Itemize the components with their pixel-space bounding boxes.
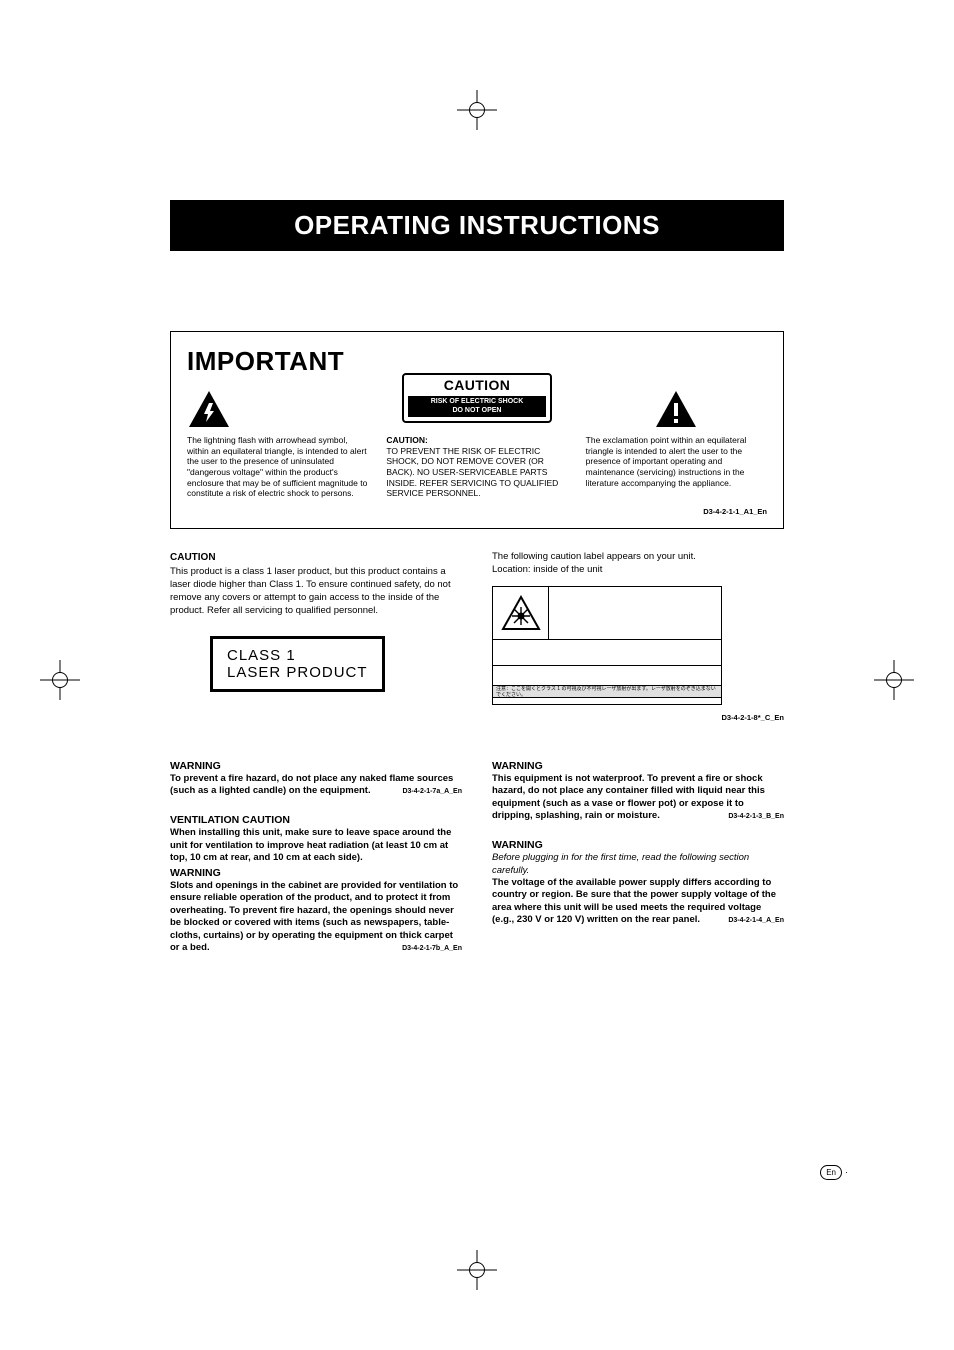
important-col-exclaim: The exclamation point within an equilate…: [586, 383, 767, 499]
important-col2-text: TO PREVENT THE RISK OF ELECTRIC SHOCK, D…: [386, 446, 567, 499]
laser-caution-head: CAUTION: [170, 551, 462, 565]
warnings-left-col: WARNING To prevent a fire hazard, do not…: [170, 760, 462, 971]
caution-lead: CAUTION:: [386, 435, 428, 445]
important-col-caution: CAUTION RISK OF ELECTRIC SHOCK DO NOT OP…: [386, 383, 567, 499]
caution-box-bar: RISK OF ELECTRIC SHOCK DO NOT OPEN: [408, 396, 546, 417]
important-col3-text: The exclamation point within an equilate…: [586, 435, 767, 488]
warnings-section: WARNING To prevent a fire hazard, do not…: [170, 760, 784, 971]
warnings-right-col: WARNING This equipment is not waterproof…: [492, 760, 784, 971]
class1-laser-badge: CLASS 1 LASER PRODUCT: [210, 636, 385, 693]
warning-fire: WARNING To prevent a fire hazard, do not…: [170, 760, 462, 798]
laser-burst-icon: [501, 595, 541, 631]
laser-right-line1: The following caution label appears on y…: [492, 551, 784, 564]
laser-section: CAUTION This product is a class 1 laser …: [170, 551, 784, 724]
exclamation-triangle-icon: [654, 389, 698, 429]
warning-ventilation: VENTILATION CAUTION When installing this…: [170, 814, 462, 954]
lightning-triangle-icon: [187, 389, 231, 429]
page: OPERATING INSTRUCTIONS IMPORTANT The lig…: [0, 0, 954, 1350]
register-mark-top: [457, 90, 497, 130]
laser-doc-code: D3-4-2-1-8*_C_En: [492, 713, 784, 723]
warning-voltage: WARNING Before plugging in for the first…: [492, 839, 784, 927]
register-mark-right: [874, 660, 914, 700]
laser-right: The following caution label appears on y…: [492, 551, 784, 724]
page-lang-mark: En·: [820, 1165, 848, 1180]
page-title-banner: OPERATING INSTRUCTIONS: [170, 200, 784, 251]
laser-left: CAUTION This product is a class 1 laser …: [170, 551, 462, 724]
important-doc-code: D3-4-2-1-1_A1_En: [187, 507, 767, 516]
caution-box-title: CAUTION: [408, 377, 546, 395]
laser-right-line2: Location: inside of the unit: [492, 564, 784, 577]
register-mark-bottom: [457, 1250, 497, 1290]
important-box: IMPORTANT The lightning flash with arrow…: [170, 331, 784, 529]
label-jp-text: 注意：ここを開くとクラス 1 の可視及び不可視レーザ放射が出ます。レーザ放射をの…: [493, 686, 721, 698]
caution-label-box: CAUTION RISK OF ELECTRIC SHOCK DO NOT OP…: [402, 373, 552, 423]
important-columns: The lightning flash with arrowhead symbo…: [187, 383, 767, 499]
unit-label-diagram: 注意：ここを開くとクラス 1 の可視及び不可視レーザ放射が出ます。レーザ放射をの…: [492, 586, 722, 705]
warning-water: WARNING This equipment is not waterproof…: [492, 760, 784, 823]
laser-caution-body: This product is a class 1 laser product,…: [170, 566, 462, 617]
important-col-lightning: The lightning flash with arrowhead symbo…: [187, 383, 368, 499]
content: OPERATING INSTRUCTIONS IMPORTANT The lig…: [170, 200, 784, 970]
register-mark-left: [40, 660, 80, 700]
important-col1-text: The lightning flash with arrowhead symbo…: [187, 435, 368, 499]
